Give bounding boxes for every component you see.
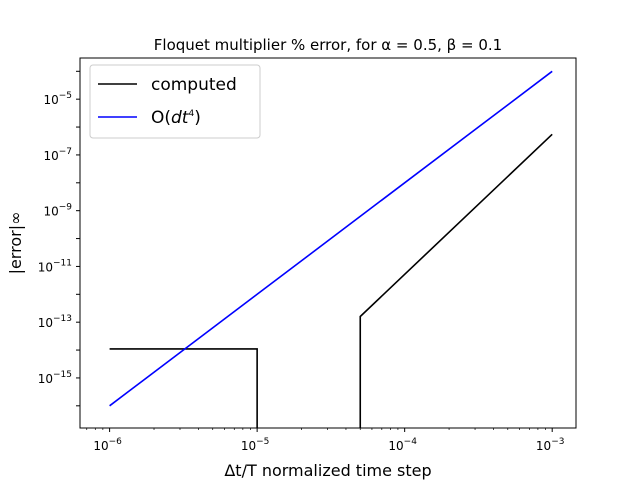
y-tick-label: 10−9 xyxy=(43,203,72,219)
y-tick-label: 10−7 xyxy=(43,147,72,163)
series-layer xyxy=(109,70,553,428)
x-tick-label: 10−6 xyxy=(93,437,122,453)
x-tick-label: 10−5 xyxy=(241,437,270,453)
plot-area: 10−6 10−5 10−4 10−3 10−15 10−13 10−11 10−9 10−7 1… xyxy=(38,57,577,453)
legend: computed O(dt4) xyxy=(89,64,261,139)
plot-frame xyxy=(79,57,577,429)
y-tick-label: 10−5 xyxy=(43,91,72,107)
ticks-layer: 10−6 10−5 10−4 10−3 10−15 10−13 10−11 10−9 10−7 1… xyxy=(38,70,565,453)
series-line-order xyxy=(109,70,553,407)
x-axis-label: Δt/T normalized time step xyxy=(224,461,431,480)
series-line-computed xyxy=(109,133,553,428)
y-tick-label: 10−11 xyxy=(38,258,72,274)
y-axis-label: |error|∞ xyxy=(6,212,25,275)
y-tick-label: 10−15 xyxy=(38,370,72,386)
x-tick-label: 10−4 xyxy=(388,437,417,453)
y-tick-label: 10−13 xyxy=(38,314,72,330)
chart-title: Floquet multiplier % error, for α = 0.5,… xyxy=(154,36,502,54)
x-tick-label: 10−3 xyxy=(536,437,565,453)
legend-label-computed: computed xyxy=(151,75,237,95)
legend-label-order: O(dt4) xyxy=(151,108,201,128)
